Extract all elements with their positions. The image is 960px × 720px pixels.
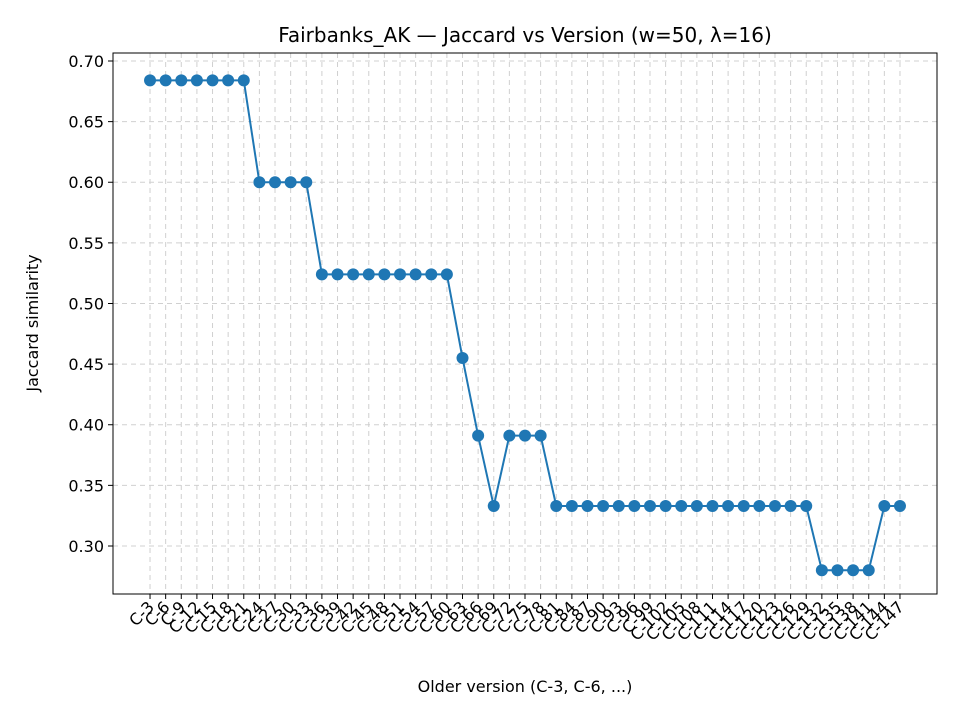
data-point [565,499,578,512]
y-tick-label: 0.45 [68,355,104,374]
data-point [612,499,625,512]
data-point [440,268,453,281]
data-point [628,499,641,512]
data-point [362,268,375,281]
data-point [269,176,282,189]
data-point [409,268,422,281]
data-point [315,268,328,281]
data-point [175,74,188,87]
y-tick-label: 0.30 [68,537,104,556]
data-point [784,499,797,512]
data-point [503,429,516,442]
data-point [597,499,610,512]
data-point [534,429,547,442]
data-point [347,268,360,281]
y-tick-label: 0.55 [68,234,104,253]
data-point [206,74,219,87]
data-point [237,74,250,87]
data-point [878,499,891,512]
y-tick-label: 0.70 [68,52,104,71]
data-point [425,268,438,281]
x-axis-label: Older version (C-3, C-6, ...) [418,677,633,696]
data-point [472,429,485,442]
data-point [815,564,828,577]
data-point [222,74,235,87]
data-point [253,176,266,189]
data-point [519,429,531,442]
data-point [690,499,703,512]
plot-frame [112,52,938,595]
y-tick-label: 0.65 [68,113,104,132]
data-point [675,499,688,512]
data-point [831,564,844,577]
data-point [862,564,875,577]
y-tick-label: 0.60 [68,173,104,192]
data-point [847,564,860,577]
data-point [190,74,203,87]
data-point [550,499,563,512]
data-point [378,268,391,281]
data-point [300,176,313,189]
data-point [706,499,719,512]
data-point [722,499,735,512]
data-point [394,268,407,281]
data-point [159,74,172,87]
y-tick-label: 0.50 [68,294,104,313]
data-point [800,499,813,512]
data-point [753,499,766,512]
data-point [643,499,656,512]
data-point [737,499,750,512]
data-point [893,499,906,512]
y-axis-label: Jaccard similarity [23,254,42,392]
data-point [284,176,297,189]
data-point [768,499,781,512]
data-point [659,499,672,512]
data-point [144,74,157,87]
data-point [581,499,594,512]
data-point [331,268,344,281]
y-tick-label: 0.35 [68,476,104,495]
chart-title: Fairbanks_AK — Jaccard vs Version (w=50,… [278,23,772,47]
data-point [487,499,500,512]
data-point [456,352,469,365]
y-tick-label: 0.40 [68,416,104,435]
